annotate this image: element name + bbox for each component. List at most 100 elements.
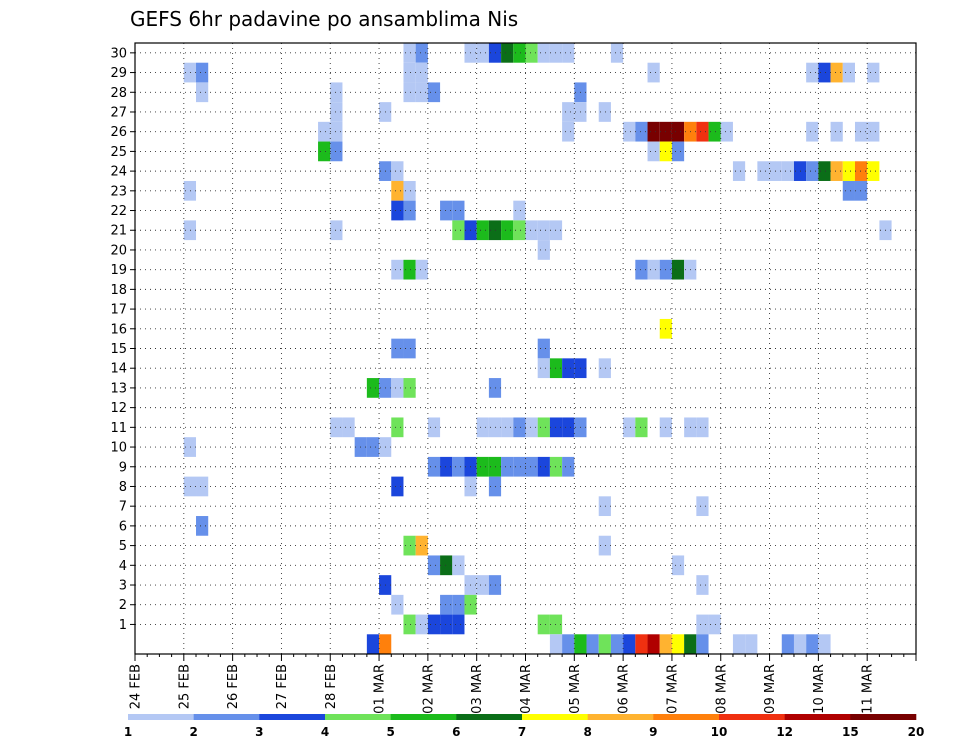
y-tick-label: 19 [110,263,127,278]
colorbar-label: 4 [321,725,329,739]
heatmap-cell [635,634,648,654]
y-tick-label: 22 [110,204,127,219]
heatmap-cell [476,220,489,241]
heatmap-cell [647,259,660,280]
heatmap-cell [391,417,404,438]
heatmap-cell [330,102,343,122]
heatmap-cell [183,437,197,457]
heatmap-cell [427,614,441,635]
y-tick-label: 8 [119,480,127,495]
heatmap-cell [684,634,697,654]
y-tick-label: 12 [110,401,127,416]
heatmap-cell [696,417,709,438]
heatmap-cell [708,121,721,142]
colorbar-segment [193,714,260,720]
heatmap-cell [476,456,489,477]
heatmap-cell [732,634,746,654]
chart-title: GEFS 6hr padavine po ansamblima Nis [130,7,518,31]
heatmap-cell [635,417,648,438]
y-tick-label: 25 [110,145,127,160]
heatmap-cell [488,220,502,241]
y-tick-label: 11 [110,421,127,436]
colorbar-segment [719,714,785,720]
heatmap-cell [513,220,526,241]
colorbar-legend: 1 2 3 4 5 6 7 8 9 10 12 15 20 [124,714,924,739]
y-tick-label: 26 [110,125,127,140]
colorbar-segment [522,714,588,720]
heatmap-cell [720,121,733,142]
y-tick-label: 16 [110,322,127,337]
heatmap-cell [647,121,660,142]
heatmap-cell [745,634,758,654]
heatmap-cell [403,62,416,83]
colorbar-label: 2 [189,725,197,739]
heatmap-cell [830,121,843,142]
heatmap-cell [806,161,819,181]
heatmap-cell [562,417,575,438]
heatmap-cell [830,161,843,181]
heatmap-cell [549,358,563,379]
heatmap-cell [562,456,575,477]
x-tick-label: 11 MAR [861,664,876,714]
heatmap-cell [415,259,428,280]
heatmap-cell [488,417,502,438]
heatmap-cell [635,259,648,280]
heatmap-cell [549,417,563,438]
colorbar-label: 5 [386,725,394,739]
heatmap-cell [330,121,343,142]
colorbar-segment [390,714,457,720]
heatmap-cell [196,82,209,103]
heatmap-cell [671,259,685,280]
colorbar-segment [128,714,194,720]
heatmap-cell [391,180,404,201]
heatmap-cell [488,43,502,63]
heatmap-cell [440,200,453,221]
heatmap-cell [476,43,489,63]
x-tick-label: 28 FEB [324,664,339,709]
heatmap-cell [549,456,563,477]
colorbar-label: 10 [711,725,728,739]
heatmap-cell [671,121,685,142]
heatmap-cell [330,82,343,103]
y-tick-label: 10 [110,441,127,456]
heatmap-cell [562,121,575,142]
heatmap-cell [647,62,660,83]
heatmap-cell [562,102,575,122]
y-tick-label: 14 [110,362,127,377]
heatmap-cell [830,62,843,83]
y-tick-label: 23 [110,184,127,199]
colorbar-label: 15 [842,725,859,739]
x-tick-label: 03 MAR [470,664,485,714]
y-tick-label: 28 [110,86,127,101]
colorbar-label: 6 [452,725,460,739]
heatmap-cell [842,161,855,181]
heatmap-cell [452,220,465,241]
heatmap-cell [818,62,831,83]
x-tick-label: 01 MAR [373,664,388,714]
y-tick-label: 21 [110,224,127,239]
heatmap-cell [452,614,465,635]
heatmap-cell [196,476,209,497]
heatmap-cell [647,141,660,162]
heatmap-cell [781,161,794,181]
heatmap-cell [867,121,880,142]
heatmap-cell [342,417,355,438]
colorbar-label: 12 [776,725,793,739]
heatmap-cell [537,456,550,477]
heatmap-cell [501,43,514,63]
heatmap-cell [183,476,197,497]
heatmap-cell [635,121,648,142]
x-tick-label: 08 MAR [714,664,729,714]
heatmap-cell [440,594,453,615]
heatmap-cell [403,378,416,398]
heatmap-cell [196,516,209,536]
colorbar-label: 8 [583,725,591,739]
grid-lines [135,43,916,654]
heatmap-cell [366,378,380,398]
heatmap-cell [403,338,416,359]
heatmap-cell [549,614,563,635]
heatmap-cell [379,634,392,654]
heatmap-cell [525,417,538,438]
heatmap-cell [391,200,404,221]
heatmap-cell [537,240,550,260]
